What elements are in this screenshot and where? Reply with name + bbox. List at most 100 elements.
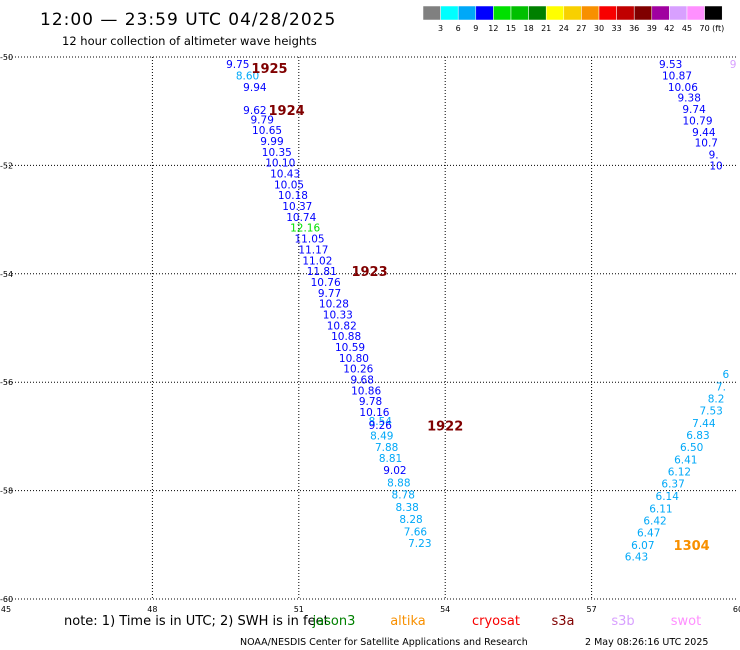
wave-height-point: 6.12	[668, 467, 691, 479]
wave-height-point: 10.82	[327, 320, 357, 332]
axis-ticks: 45 48 51 54 57 60 -50 -52 -54 -56 -58 -60	[0, 53, 740, 614]
wave-height-point: 9.74	[682, 104, 706, 116]
legend-swatch	[633, 5, 653, 21]
footer-note: note: 1) Time is in UTC; 2) SWH is in fe…	[64, 614, 329, 629]
legend-swatch	[598, 5, 617, 21]
wave-height-point: 10.87	[662, 70, 692, 82]
satellite-name: s3b	[611, 614, 634, 629]
y-tick-label: -52	[0, 161, 13, 170]
wave-height-point: 8.60	[236, 70, 259, 82]
wave-height-point: 8.49	[370, 430, 393, 442]
wave-height-point: 10.10	[265, 158, 295, 170]
wave-height-point: 10.28	[319, 299, 349, 311]
legend-tick-label: 36	[629, 24, 639, 33]
wave-height-point: 8.88	[387, 477, 410, 489]
wave-height-point: 9.62	[243, 105, 266, 117]
legend-tick-label: 24	[559, 24, 569, 33]
wave-height-point: 10.65	[252, 125, 282, 137]
pass-number-label: 1925	[251, 62, 287, 77]
wave-height-point: 10.26	[343, 364, 373, 376]
wave-height-point: 6.14	[656, 491, 680, 503]
wave-height-point: 9.94	[243, 82, 267, 94]
legend-swatch	[651, 5, 670, 21]
legend-tick-label: 39	[647, 24, 657, 33]
wave-height-point: 6.41	[674, 455, 697, 467]
satellite-name: s3a	[551, 614, 574, 629]
wave-height-point: 12.16	[290, 223, 320, 235]
legend-swatch	[510, 5, 529, 21]
legend-swatch	[475, 5, 494, 21]
chart-title: 12:00 — 23:59 UTC 04/28/2025	[40, 10, 336, 30]
legend-tick-label: 30	[594, 24, 604, 33]
legend-swatch	[581, 5, 600, 21]
legend-tick-label: 15	[506, 24, 516, 33]
legend-tick-label: 12	[488, 24, 498, 33]
wave-height-point: 6.37	[661, 479, 684, 491]
wave-height-point: 8.78	[392, 489, 415, 501]
pass-labels: 1925 1924 1923 1922 1304	[251, 62, 709, 554]
wave-height-point: 6.42	[643, 515, 666, 527]
legend-swatch	[457, 5, 477, 21]
legend-tick-label: 42	[664, 24, 674, 33]
wave-height-point: 11.02	[302, 255, 332, 267]
x-tick-label: 45	[1, 605, 11, 614]
wave-height-point: 10.43	[270, 169, 300, 181]
wave-height-point: 10.86	[351, 385, 381, 397]
legend-tick-label: 45	[682, 24, 692, 33]
wave-height-point: 9.79	[251, 114, 274, 126]
wave-height-point: 8.54	[369, 416, 393, 428]
wave-height-point: 10.7	[695, 138, 718, 150]
wave-height-point: 10.16	[359, 407, 389, 419]
wave-height-point: 9.38	[678, 93, 701, 105]
wave-height-point: 10.79	[682, 115, 712, 127]
wave-height-point: 10.05	[274, 179, 304, 191]
wave-height-point: 7.66	[404, 526, 428, 538]
y-tick-label: -58	[0, 487, 13, 496]
wave-height-point: 10.33	[323, 309, 353, 321]
footer-credit: NOAA/NESDIS Center for Satellite Applica…	[240, 637, 528, 648]
wave-height-point: 10.18	[278, 190, 308, 202]
wave-height-point: 8.2	[708, 393, 725, 405]
wave-height-values: 9.758.609.949.629.7910.659.9910.3510.101…	[226, 59, 736, 564]
satellite-name: swot	[671, 614, 701, 629]
legend-swatch	[686, 5, 705, 21]
chart-subtitle: 12 hour collection of altimeter wave hei…	[62, 34, 317, 48]
wave-height-point: 9.99	[260, 136, 283, 148]
legend-swatch	[669, 5, 688, 21]
footer-timestamp: 2 May 08:26:16 UTC 2025	[585, 637, 708, 648]
wave-height-point: 8.38	[395, 502, 418, 514]
x-tick-label: 51	[294, 605, 304, 614]
wave-height-point: 9.78	[359, 396, 382, 408]
wave-height-point: 9.75	[226, 59, 249, 71]
pass-number-label: 1304	[674, 539, 710, 554]
legend-swatch	[440, 5, 459, 21]
satellite-name: jason3	[312, 614, 356, 629]
wave-height-point: 6	[722, 369, 729, 381]
wave-height-point: 10	[709, 160, 722, 172]
x-tick-label: 60	[733, 605, 740, 614]
wave-height-point: 11.81	[307, 266, 337, 278]
legend-tick-label: 33	[612, 24, 622, 33]
legend-tick-label: 18	[524, 24, 534, 33]
wave-height-point: 10.35	[262, 147, 292, 159]
wave-height-point: 9.	[709, 150, 719, 162]
pass-number-label: 1922	[427, 420, 463, 435]
x-tick-label: 57	[587, 605, 597, 614]
satellite-legend: jason3 altika cryosat s3a s3b swot	[312, 614, 702, 629]
x-tick-label: 54	[440, 605, 450, 614]
wave-height-point: 10.59	[335, 342, 365, 354]
satellite-name: cryosat	[472, 614, 520, 629]
y-tick-label: -56	[0, 378, 13, 387]
legend-tick-label: 6	[456, 24, 461, 33]
legend-swatch	[493, 5, 512, 21]
y-tick-label: -60	[0, 595, 13, 604]
footer: note: 1) Time is in UTC; 2) SWH is in fe…	[64, 614, 708, 648]
pass-number-label: 1924	[269, 104, 305, 119]
wave-height-point: 9	[730, 59, 737, 71]
legend-tick-label: 3	[438, 24, 443, 33]
wave-height-point: 9.02	[383, 465, 406, 477]
wave-height-point: 10.88	[331, 331, 361, 343]
wave-height-point: 9.53	[659, 59, 682, 71]
y-tick-label: -50	[0, 53, 13, 62]
wave-height-point: 10.80	[339, 353, 369, 365]
